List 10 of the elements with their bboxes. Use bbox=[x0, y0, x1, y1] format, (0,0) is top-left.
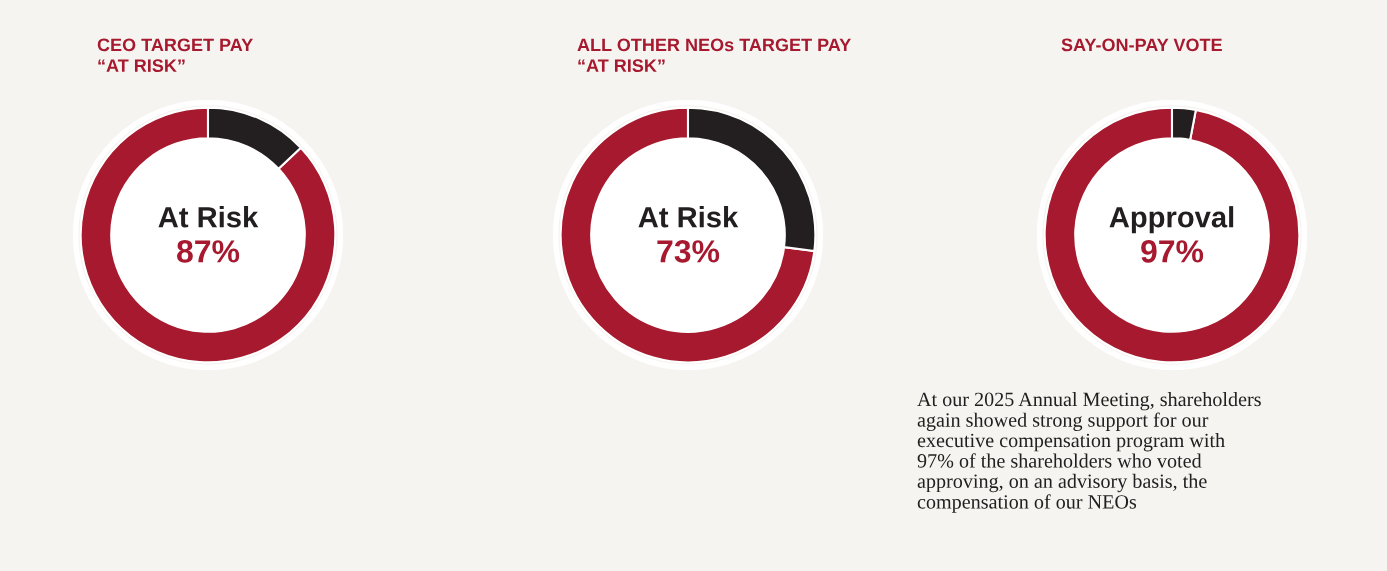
data-label: 73% bbox=[657, 240, 720, 263]
data-label: 97% bbox=[1141, 240, 1204, 263]
chart-title: SAY-ON-PAY VOTE bbox=[1061, 38, 1222, 52]
slice-label: At Risk bbox=[158, 206, 259, 228]
slice-label: At Risk bbox=[638, 206, 739, 228]
text: At our 2025 Annual Meeting, shareholders again showed strong support for our executive compensation program with 97% of the shareholders who voted approving, on an advisory basis, the compensation of our NEOs bbox=[917, 392, 1261, 513]
chart-title: ALL OTHER NEOs TARGET PAY “AT RISK” bbox=[577, 38, 851, 73]
data-label: 87% bbox=[177, 240, 240, 263]
slice-label: Approval bbox=[1109, 206, 1234, 234]
chart-title: CEO TARGET PAY “AT RISK” bbox=[97, 38, 253, 73]
